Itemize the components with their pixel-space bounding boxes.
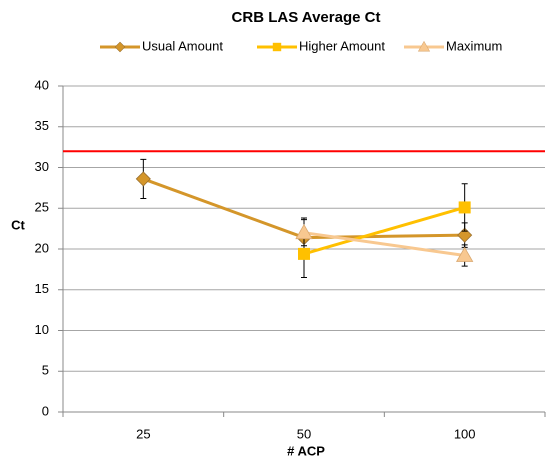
y-tick-label: 35 xyxy=(35,118,49,133)
y-tick-label: 30 xyxy=(35,159,49,174)
data-point xyxy=(295,223,313,240)
legend-marker xyxy=(417,40,431,52)
y-tick-label: 10 xyxy=(35,322,49,337)
data-point xyxy=(455,246,474,262)
legend-marker xyxy=(114,41,126,53)
y-tick-label: 15 xyxy=(35,281,49,296)
y-tick-label: 40 xyxy=(35,77,49,92)
legend-label: Higher Amount xyxy=(299,38,385,53)
data-point xyxy=(458,201,471,214)
x-tick-label: 100 xyxy=(454,426,476,441)
y-tick-label: 20 xyxy=(35,240,49,255)
x-axis-label: # ACP xyxy=(287,443,325,458)
x-tick-label: 25 xyxy=(136,426,150,441)
series-line xyxy=(303,205,466,256)
data-point xyxy=(457,227,473,243)
y-tick-label: 25 xyxy=(35,200,49,215)
legend-marker xyxy=(272,42,282,52)
y-tick-label: 5 xyxy=(42,363,49,378)
legend-label: Usual Amount xyxy=(142,38,223,53)
data-point xyxy=(135,171,151,187)
chart-title: CRB LAS Average Ct xyxy=(232,9,381,26)
legend-label: Maximum xyxy=(446,38,502,53)
x-tick-label: 50 xyxy=(297,426,311,441)
data-point xyxy=(298,247,310,260)
series-line xyxy=(303,231,465,258)
y-axis-label: Ct xyxy=(11,217,25,232)
y-tick-label: 0 xyxy=(42,403,49,418)
